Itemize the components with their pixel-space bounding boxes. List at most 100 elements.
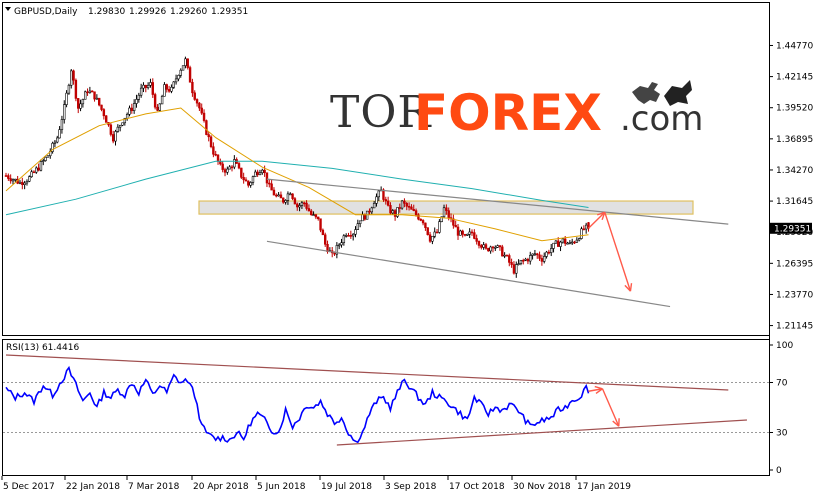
candle-body <box>314 214 318 218</box>
rsi-upper-trend-line[interactable] <box>5 354 729 391</box>
candle-body <box>501 246 504 257</box>
candle-body <box>137 94 141 100</box>
candle <box>137 92 141 103</box>
candle-body <box>296 203 299 208</box>
candle-body <box>522 259 525 262</box>
candle <box>505 254 509 257</box>
candle <box>51 141 54 154</box>
candle <box>568 240 572 245</box>
candle <box>543 252 546 264</box>
price-tick-label: 1.21145 <box>776 322 813 332</box>
candle-body <box>46 155 50 158</box>
candle-body <box>435 231 439 234</box>
candle-body <box>310 210 313 215</box>
candle-body <box>400 200 404 209</box>
candle <box>307 204 311 212</box>
candle-body <box>44 156 47 161</box>
candle <box>314 214 318 220</box>
candle <box>102 108 106 120</box>
candle-body <box>398 207 401 209</box>
candle <box>431 235 434 245</box>
collapse-triangle-icon[interactable] <box>5 7 11 11</box>
candle-body <box>111 134 115 142</box>
candle-body <box>426 227 429 236</box>
candle-body <box>349 235 353 237</box>
candle <box>496 244 499 248</box>
candle-body <box>524 258 527 261</box>
candle <box>508 253 511 267</box>
candle-body <box>118 124 122 128</box>
candle <box>291 193 294 201</box>
candle <box>580 226 583 240</box>
candle <box>573 240 576 245</box>
candle <box>256 169 259 177</box>
candle <box>184 56 187 69</box>
candle-body <box>543 256 546 262</box>
candle-body <box>70 70 73 86</box>
candle-body <box>125 114 129 119</box>
candle <box>489 245 492 254</box>
time-tick-label: 17 Jan 2019 <box>577 482 631 492</box>
candle-body <box>515 264 518 274</box>
candle <box>321 228 325 236</box>
candle <box>277 192 280 197</box>
candle <box>7 173 10 181</box>
candle-body <box>347 235 350 237</box>
ma-fast-line <box>5 107 589 242</box>
price-tick-label: 1.34270 <box>776 166 813 176</box>
candle-body <box>389 205 392 214</box>
candle-body <box>473 232 476 239</box>
candle <box>121 122 124 127</box>
candle <box>114 129 117 146</box>
candle <box>91 90 94 93</box>
candle-body <box>421 220 425 224</box>
lower-channel-line[interactable] <box>266 240 671 308</box>
candle <box>300 201 304 209</box>
candle-body <box>32 171 36 174</box>
rsi-lower-trend-line[interactable] <box>336 419 747 446</box>
candle <box>419 218 422 222</box>
candle-body <box>438 221 441 233</box>
candle <box>244 177 248 182</box>
candle <box>324 232 327 247</box>
candle <box>191 78 194 97</box>
candle-body <box>219 161 222 165</box>
arrow-head <box>597 211 606 221</box>
candle-body <box>570 241 574 244</box>
rsi-line <box>5 365 590 444</box>
candle-body <box>258 172 262 176</box>
candle-body <box>200 107 203 114</box>
candle <box>524 257 527 262</box>
candle-body <box>28 176 31 182</box>
candle <box>53 139 57 148</box>
candle <box>212 142 215 158</box>
candle <box>272 187 276 196</box>
candle <box>433 227 436 239</box>
candle <box>310 209 313 216</box>
candle <box>570 238 574 245</box>
candle-body <box>102 109 106 117</box>
candle <box>60 115 64 134</box>
candle <box>475 234 478 245</box>
candle <box>109 122 113 137</box>
upper-channel-line[interactable] <box>266 178 729 225</box>
candle <box>223 167 227 177</box>
candle <box>498 245 502 251</box>
watermark-com: .com <box>620 99 703 139</box>
candle <box>473 229 476 240</box>
candle-body <box>207 134 210 138</box>
candle <box>28 175 31 183</box>
candle-body <box>186 58 189 68</box>
candle-body <box>396 207 399 217</box>
time-tick-label: 19 Jul 2018 <box>321 482 372 492</box>
candle <box>84 90 87 100</box>
candle <box>86 88 89 96</box>
candle-body <box>510 262 513 265</box>
candle-body <box>228 166 231 170</box>
candle-body <box>214 153 217 156</box>
candle-body <box>317 216 320 220</box>
candle-body <box>505 254 509 257</box>
candle <box>517 259 520 266</box>
candle <box>265 172 269 188</box>
